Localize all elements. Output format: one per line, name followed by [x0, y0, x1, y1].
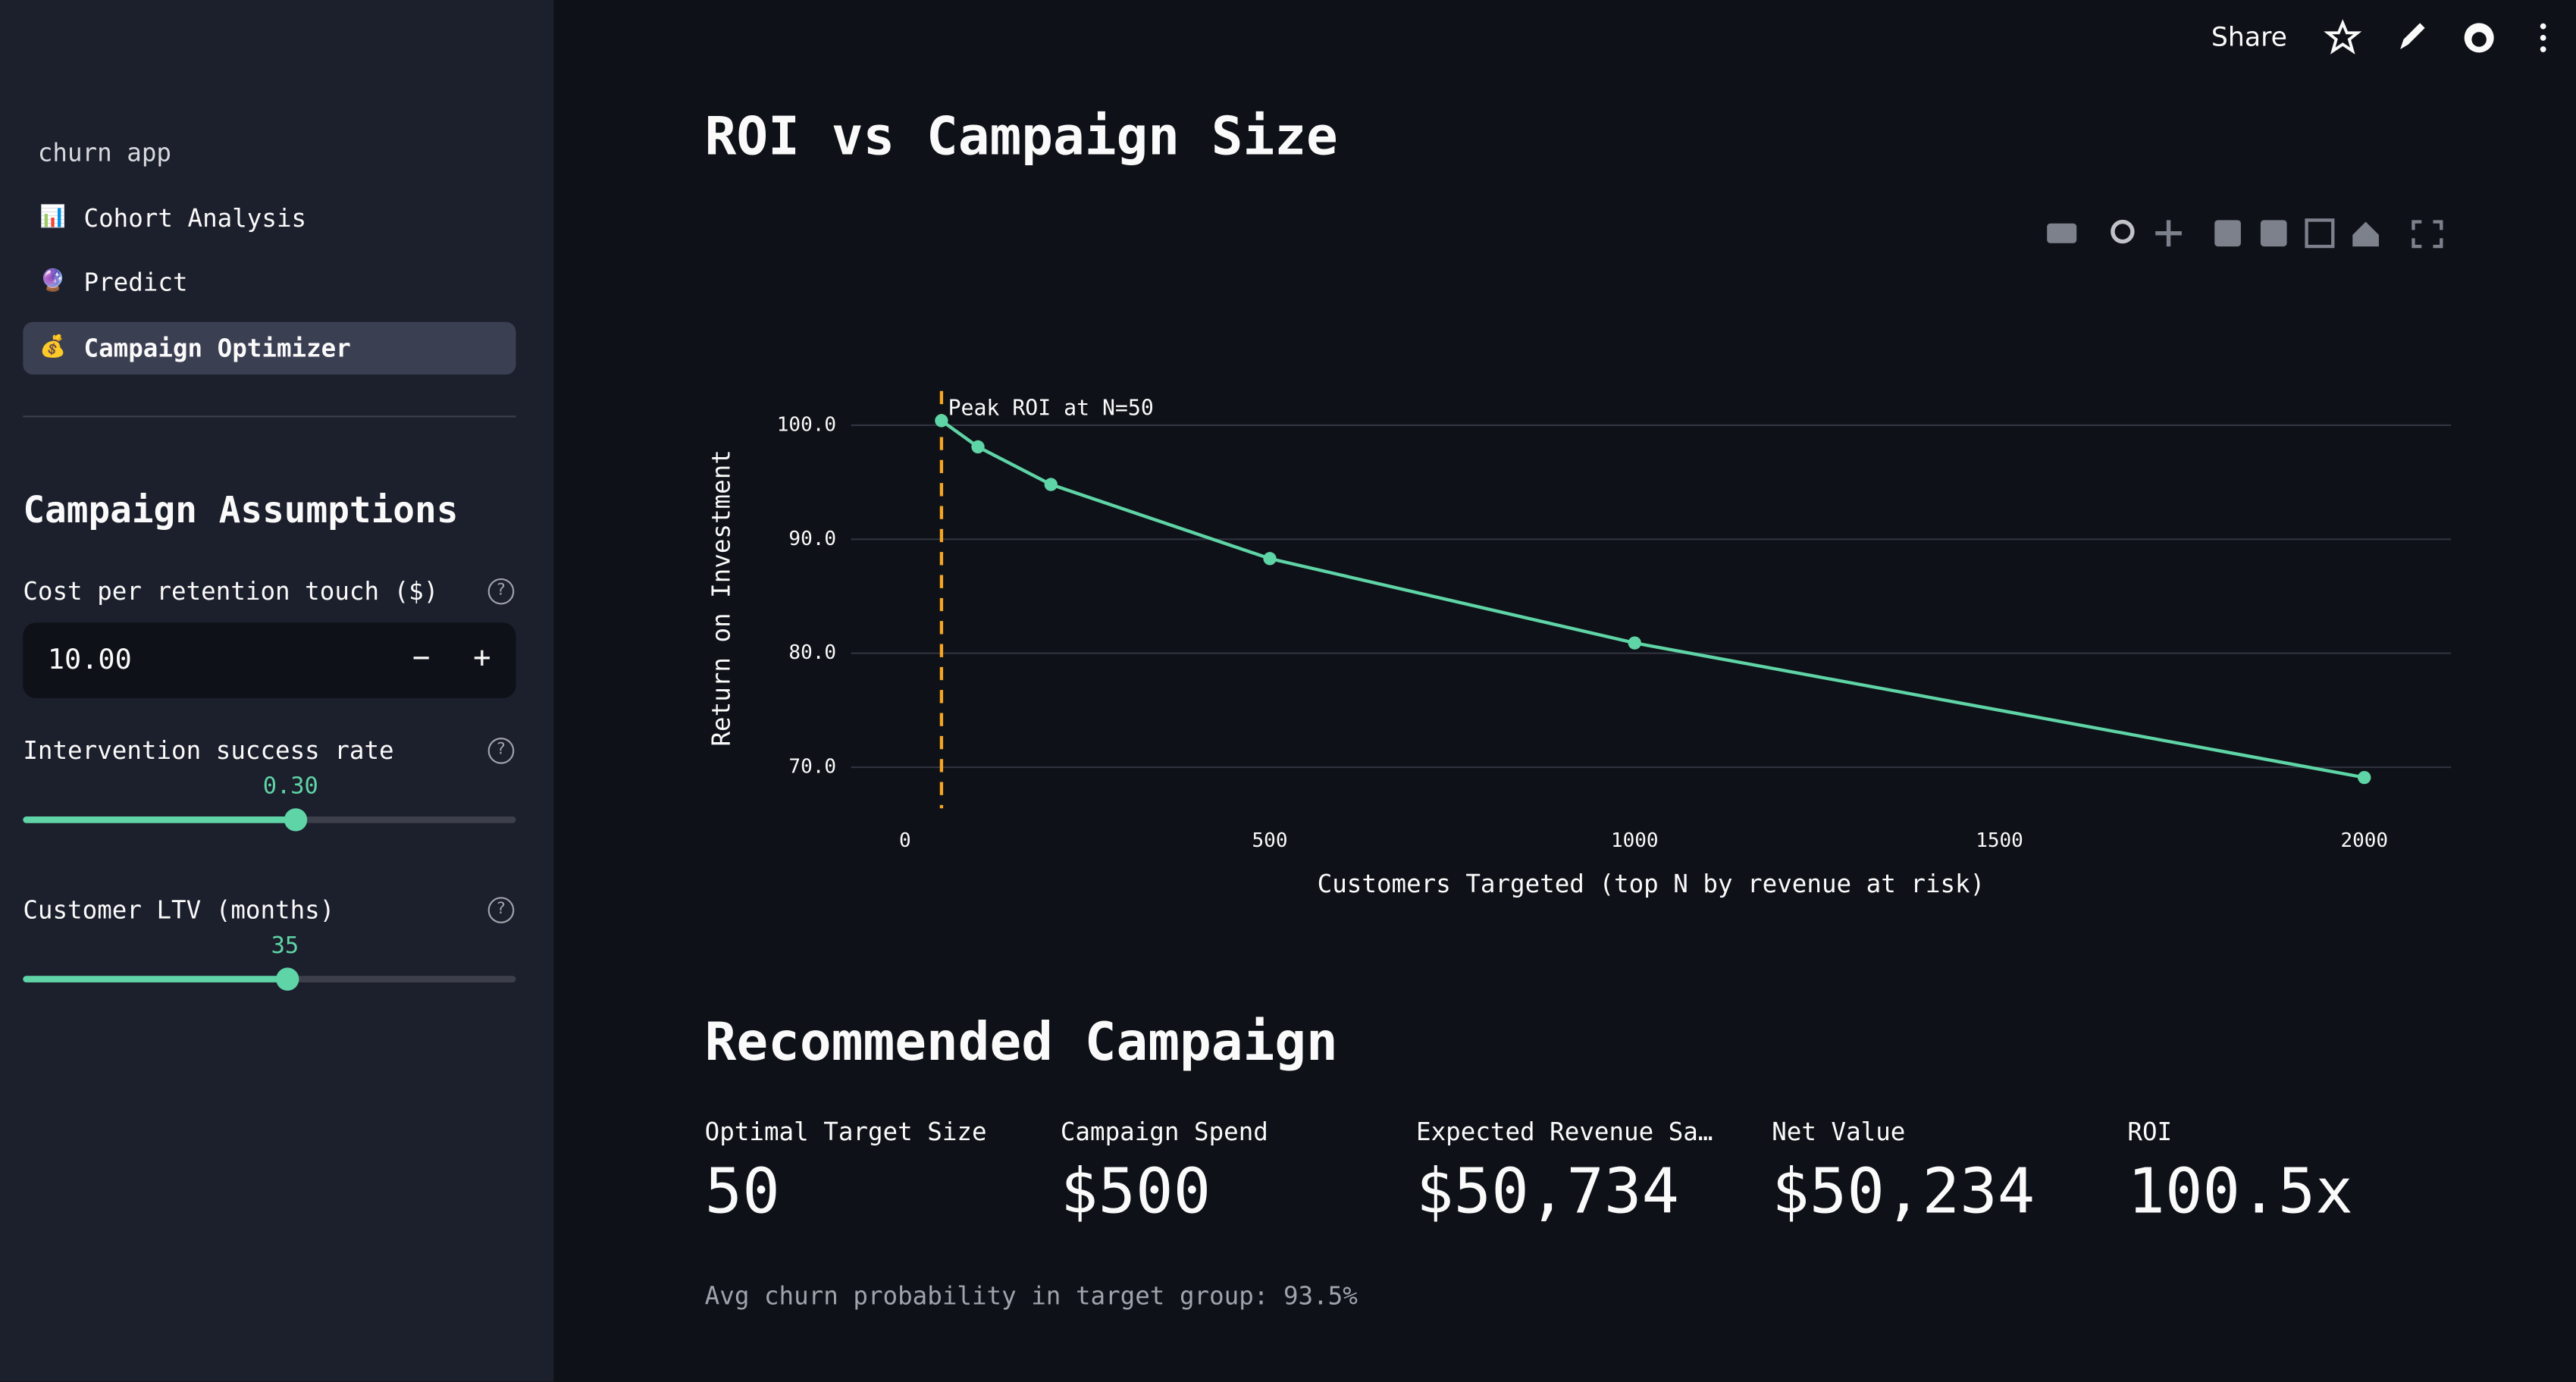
- metric-label: Campaign Spend: [1060, 1117, 1268, 1147]
- pan-icon[interactable]: [2155, 220, 2182, 247]
- edit-icon[interactable]: [2400, 23, 2425, 50]
- plot-toolbar: [2047, 218, 2443, 249]
- input-label: Cost per retention touch ($): [23, 576, 439, 606]
- nav-label: Campaign Optimizer: [83, 333, 351, 363]
- menu-dot: [2540, 46, 2546, 52]
- data-point: [1263, 552, 1277, 566]
- metric-label: Optimal Target Size: [704, 1117, 987, 1147]
- divider: [23, 415, 516, 418]
- nav-item[interactable]: 📊 Cohort Analysis: [23, 193, 516, 245]
- menu-dot: [2540, 34, 2546, 41]
- slider-thumb[interactable]: [276, 967, 299, 991]
- slider-value: 35: [271, 932, 299, 960]
- slider-fill: [23, 816, 296, 823]
- header-icons: [2324, 19, 2546, 55]
- x-tick-label: 500: [1252, 829, 1288, 852]
- slider[interactable]: [23, 808, 516, 832]
- data-point: [2358, 770, 2371, 785]
- metric-value: $50,234: [1772, 1155, 2035, 1227]
- number-input[interactable]: 10.00 − +: [23, 622, 516, 699]
- page-title: ROI vs Campaign Size: [704, 105, 1338, 168]
- share-button[interactable]: Share: [2211, 21, 2287, 53]
- metric-label: Net Value: [1772, 1117, 1906, 1147]
- sidebar: churn app 📊 Cohort Analysis 🔮 Predict 💰 Cam…: [0, 0, 554, 1382]
- zoom-out-icon[interactable]: [2260, 220, 2287, 247]
- help-icon[interactable]: ?: [487, 738, 515, 764]
- annotation: Peak ROI at N=50: [948, 396, 1154, 421]
- app-name[interactable]: churn app: [37, 138, 171, 168]
- metric-value: $50,734: [1416, 1155, 1680, 1227]
- y-tick-label: 80.0: [788, 641, 836, 664]
- help-icon[interactable]: ?: [487, 897, 515, 923]
- x-tick-label: 0: [899, 829, 911, 852]
- help-icon[interactable]: ?: [487, 578, 515, 605]
- increment[interactable]: +: [473, 641, 491, 675]
- x-tick-label: 2000: [2340, 829, 2388, 852]
- metric-label: ROI: [2127, 1117, 2173, 1147]
- input-label: Intervention success rate: [23, 735, 394, 766]
- menu-dot[interactable]: [2540, 23, 2546, 30]
- data-point: [1628, 636, 1641, 650]
- data-point: [935, 414, 948, 428]
- x-axis-title: Customers Targeted (top N by revenue at …: [1318, 870, 1985, 898]
- x-tick-label: 1000: [1611, 829, 1659, 852]
- nav-item[interactable]: 🔮 Predict: [23, 256, 516, 309]
- camera-icon[interactable]: [2047, 223, 2077, 243]
- x-tick-label: 1500: [1976, 829, 2023, 852]
- nav-icon: 📊: [39, 205, 67, 230]
- metric-value: 100.5x: [2127, 1155, 2353, 1227]
- metric-value: $500: [1060, 1155, 1211, 1227]
- data-point: [1044, 478, 1058, 491]
- section-title: Campaign Assumptions: [23, 490, 459, 533]
- autoscale-icon[interactable]: [2305, 218, 2335, 249]
- series-line: [940, 419, 2365, 779]
- nav-icon: 💰: [39, 335, 67, 360]
- fullscreen-icon[interactable]: [2411, 220, 2443, 249]
- slider-thumb[interactable]: [284, 808, 308, 832]
- input-label: Customer LTV (months): [23, 895, 335, 926]
- decrement[interactable]: −: [412, 641, 431, 675]
- home-icon[interactable]: [2352, 221, 2379, 247]
- github-icon-inner: [2471, 32, 2487, 47]
- nav-icon: 🔮: [39, 269, 67, 294]
- y-axis-title: Return on Investment: [707, 450, 736, 746]
- y-tick-label: 70.0: [788, 756, 836, 779]
- zoom-icon[interactable]: [2111, 219, 2135, 244]
- chart: Customers Targeted (top N by revenue at …: [707, 390, 2452, 898]
- slider[interactable]: [23, 967, 516, 991]
- star-icon[interactable]: [2324, 19, 2362, 55]
- y-tick-label: 100.0: [777, 413, 836, 436]
- y-tick-label: 90.0: [788, 528, 836, 550]
- nav-label: Predict: [83, 268, 188, 298]
- data-point: [971, 440, 985, 454]
- caption: Avg churn probability in target group: 9…: [704, 1281, 1358, 1311]
- metric-label: Expected Revenue Sa…: [1416, 1117, 1713, 1147]
- nav-item-active[interactable]: 💰 Campaign Optimizer: [23, 321, 516, 375]
- zoom-in-icon[interactable]: [2214, 220, 2241, 247]
- slider-fill: [23, 976, 288, 982]
- metric-value: 50: [704, 1155, 780, 1227]
- slider-value: 0.30: [262, 773, 318, 801]
- section-title: Recommended Campaign: [704, 1010, 1338, 1073]
- nav-label: Cohort Analysis: [83, 203, 307, 233]
- input-value: 10.00: [47, 644, 132, 677]
